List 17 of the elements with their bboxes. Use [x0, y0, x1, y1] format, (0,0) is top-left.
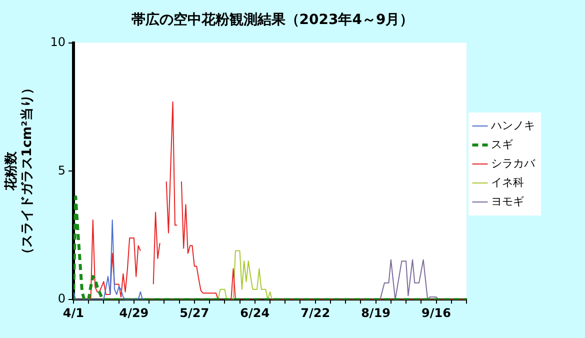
x-tick-label: 5/27 [180, 306, 210, 320]
y-tick-label: 0 [58, 292, 66, 306]
x-tick-label: 9/16 [422, 306, 451, 320]
x-tick-label: 4/1 [62, 306, 84, 320]
chart-title: 帯広の空中花粉観測結果（2023年4～9月） [131, 11, 414, 28]
legend-label: ハンノキ [490, 118, 535, 132]
x-tick-label: 7/22 [300, 306, 330, 320]
x-tick-label: 8/19 [361, 306, 391, 320]
legend-label: イネ科 [491, 176, 524, 189]
legend-label: シラカバ [491, 156, 536, 170]
y-tick-label: 10 [50, 34, 66, 49]
x-tick-label: 4/29 [119, 306, 149, 320]
legend-label: ヨモギ [491, 194, 524, 208]
x-tick-label: 6/24 [240, 306, 270, 320]
legend-label: スギ [491, 138, 513, 151]
y-tick-label: 5 [58, 163, 66, 178]
y-axis-title: 花粉数（スライドガラス1cm²当り） [4, 82, 35, 261]
